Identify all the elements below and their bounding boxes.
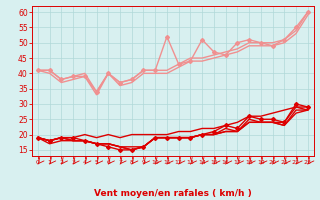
Text: Vent moyen/en rafales ( km/h ): Vent moyen/en rafales ( km/h ) [94, 189, 252, 198]
